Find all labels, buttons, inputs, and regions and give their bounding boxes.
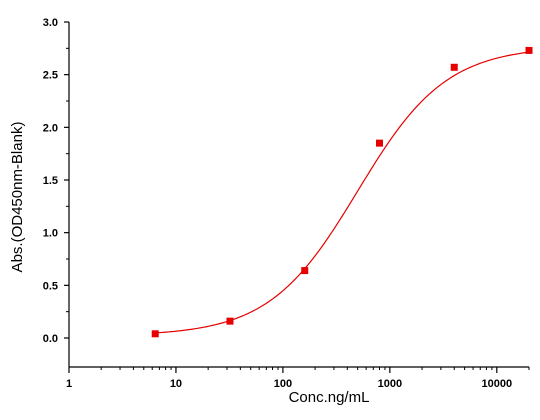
data-point <box>151 330 159 338</box>
x-tick-label: 1000 <box>378 378 402 390</box>
data-point <box>375 139 383 147</box>
data-point <box>525 46 533 54</box>
x-tick-label: 100 <box>274 378 292 390</box>
y-tick-label: 3.0 <box>43 17 58 29</box>
data-point <box>450 63 458 71</box>
y-tick-label: 2.0 <box>43 122 58 134</box>
x-tick-label: 10000 <box>482 378 513 390</box>
y-tick-label: 1.5 <box>43 175 58 187</box>
data-points <box>151 46 533 338</box>
fit-curve <box>155 51 530 334</box>
y-axis-title: Abs.(OD450nm-Blank) <box>9 122 26 273</box>
y-tick-label: 1.0 <box>43 228 58 240</box>
axes <box>68 22 529 368</box>
y-tick-label: 0.0 <box>43 333 58 345</box>
x-tick-label: 10 <box>170 378 182 390</box>
y-tick-label: 2.5 <box>43 70 58 82</box>
fit-curve-group <box>155 51 530 334</box>
ticks: 0.0 0.5 1.0 1.5 2.0 2.5 3.0 1 10 100 1000 10000 <box>43 17 530 390</box>
x-tick-label: 1 <box>66 378 72 390</box>
x-axis-title: Conc.ng/mL <box>289 389 370 406</box>
data-point <box>226 317 234 325</box>
data-point <box>301 267 309 275</box>
y-tick-label: 0.5 <box>43 280 58 292</box>
